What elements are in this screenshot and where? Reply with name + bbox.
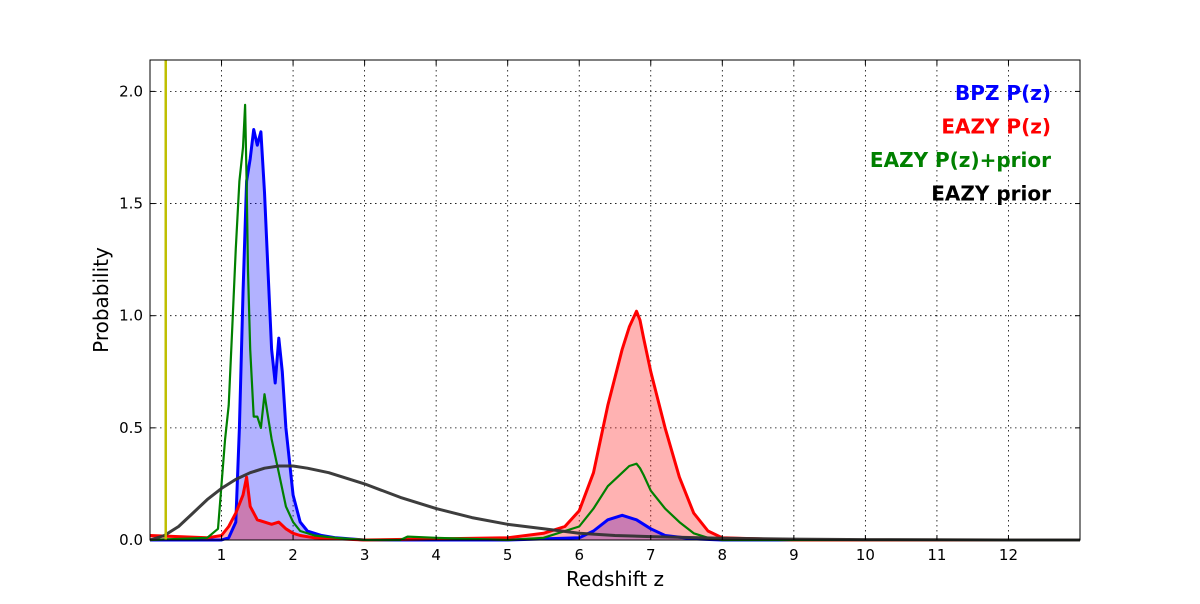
series-line-eazy-p-z-prior: [149, 103, 1080, 542]
x-tick-label: 8: [718, 546, 728, 564]
x-tick-label: 10: [856, 546, 875, 564]
y-tick-label: 1.0: [119, 307, 143, 325]
x-tick-label: 2: [288, 546, 298, 564]
x-tick-label: 4: [431, 546, 441, 564]
legend-entry-eazy-p-z-prior: EAZY P(z)+prior: [870, 148, 1051, 172]
x-tick-label: 11: [927, 546, 946, 564]
y-axis-label: Probability: [89, 247, 113, 353]
x-tick-label: 9: [789, 546, 799, 564]
series-lines: [149, 103, 1080, 542]
y-tick-label: 0.0: [119, 531, 143, 549]
series-fill-eazy-p-z: [150, 311, 1080, 540]
legend-entry-bpz-p-z: BPZ P(z): [955, 81, 1051, 105]
y-tick-label: 2.0: [119, 82, 143, 100]
axis-ticks: 1 2 3 4 5 6 7 8 9 10 11 120.00.51.01.52.0: [119, 60, 1080, 564]
series-line-eazy-p-z: [149, 309, 1080, 542]
x-tick-label: 7: [646, 546, 656, 564]
x-tick-label: 1: [217, 546, 227, 564]
y-tick-label: 1.5: [119, 195, 143, 213]
x-axis-label: Redshift z: [566, 567, 664, 591]
legend-entry-eazy-p-z: EAZY P(z): [941, 115, 1051, 139]
series-line-eazy-prior: [149, 464, 1080, 542]
x-tick-label: 5: [503, 546, 513, 564]
plot-frame: [149, 59, 1081, 541]
x-tick-label: 6: [574, 546, 584, 564]
legend: BPZ P(z) EAZY P(z) EAZY P(z)+prior EAZY pri…: [870, 81, 1051, 206]
y-tick-label: 0.5: [119, 419, 143, 437]
x-tick-label: 12: [999, 546, 1018, 564]
legend-entry-eazy-prior: EAZY prior: [931, 182, 1051, 206]
x-tick-label: 3: [360, 546, 370, 564]
